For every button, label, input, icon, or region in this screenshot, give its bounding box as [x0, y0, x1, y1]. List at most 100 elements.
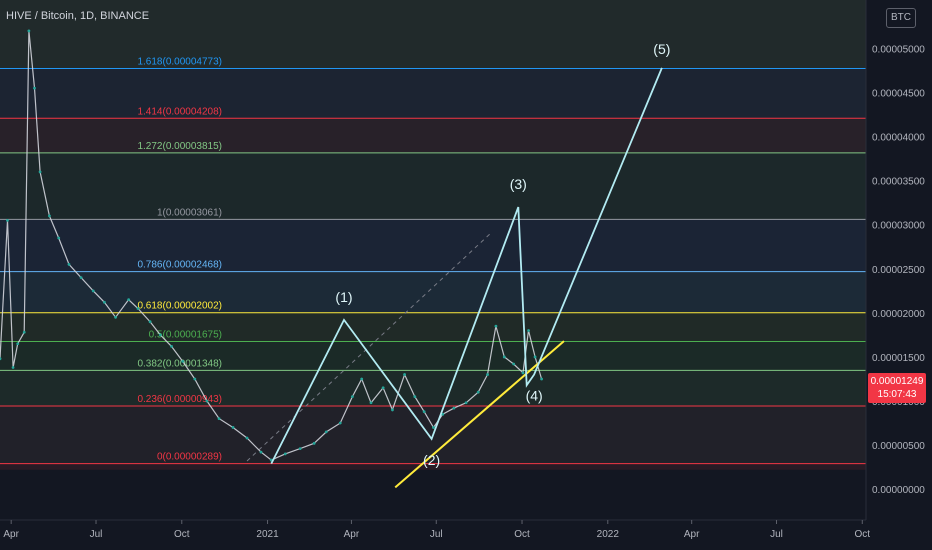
price-point: [0, 357, 2, 361]
price-point: [521, 371, 525, 375]
price-point: [181, 359, 185, 363]
price-point: [48, 214, 51, 218]
fib-band: [0, 152, 866, 220]
fib-band: [0, 68, 866, 119]
price-point: [11, 366, 15, 369]
x-tick-label: Apr: [684, 529, 700, 540]
price-point: [6, 218, 9, 222]
wave-label: (5): [653, 41, 670, 57]
price-point: [403, 373, 406, 376]
x-tick-label: Oct: [174, 529, 190, 540]
price-point: [369, 401, 373, 405]
wave-label: (2): [423, 452, 440, 468]
support-trendline: [394, 340, 565, 489]
price-point: [79, 276, 83, 280]
fib-level-label: 1.272(0.00003815): [137, 141, 222, 152]
price-point: [259, 450, 263, 454]
x-tick-label: Jul: [90, 529, 103, 540]
fib-band: [0, 370, 866, 407]
price-point: [494, 324, 498, 328]
bar-countdown: 15:07:43: [877, 389, 917, 400]
current-price-value: 0.00001249: [870, 376, 924, 387]
price-point: [441, 412, 445, 416]
fib-level-label: 0.5(0.00001675): [149, 330, 222, 341]
price-point: [22, 330, 26, 334]
current-price-tag: 0.00001249 15:07:43: [868, 373, 926, 403]
y-tick-label: 0.00001500: [872, 353, 925, 364]
price-point: [422, 410, 426, 413]
price-point: [298, 447, 302, 451]
price-point: [217, 417, 221, 421]
fib-band: [0, 219, 866, 272]
x-tick-label: Oct: [514, 529, 530, 540]
fib-band: [0, 341, 866, 371]
price-point: [170, 344, 173, 348]
x-tick-label: Jul: [430, 529, 443, 540]
fib-level-label: 0.382(0.00001348): [137, 358, 222, 369]
price-point: [245, 436, 249, 440]
price-point: [512, 362, 516, 366]
price-point: [148, 320, 152, 324]
y-tick-label: 0.00003000: [872, 221, 925, 232]
fib-level-label: 1(0.00003061): [157, 207, 222, 218]
elliott-wave-path: [270, 67, 663, 465]
price-point: [27, 29, 31, 33]
y-tick-label: 0.00000500: [872, 441, 925, 452]
price-point: [67, 263, 71, 266]
fib-level-label: 1.618(0.00004773): [137, 56, 222, 67]
price-point: [91, 289, 95, 293]
y-tick-label: 0.00002000: [872, 309, 925, 320]
price-point: [136, 307, 140, 310]
fib-level-label: 0(0.00000289): [157, 452, 222, 463]
price-point: [103, 300, 106, 304]
currency-badge[interactable]: BTC: [886, 8, 916, 28]
price-point: [381, 386, 385, 390]
price-point: [540, 377, 543, 381]
fib-band: [0, 463, 866, 470]
price-point: [452, 406, 456, 410]
price-point: [312, 441, 316, 445]
x-tick-label: 2022: [597, 529, 620, 540]
y-tick-label: 0.00000000: [872, 485, 925, 496]
y-tick-label: 0.00002500: [872, 265, 925, 276]
x-tick-label: 2021: [256, 529, 279, 540]
price-point: [193, 377, 197, 381]
price-point: [432, 426, 435, 429]
fib-level-label: 0.618(0.00002002): [137, 301, 222, 312]
x-tick-label: Jul: [770, 529, 783, 540]
fib-level-label: 1.414(0.00004208): [137, 106, 222, 117]
price-point: [324, 430, 328, 434]
price-point: [158, 333, 162, 337]
price-point: [350, 395, 354, 399]
price-point: [231, 426, 235, 429]
x-tick-label: Oct: [854, 529, 870, 540]
fib-level-label: 0.786(0.00002468): [137, 260, 222, 271]
price-point: [502, 355, 506, 359]
price-point: [127, 298, 131, 302]
y-tick-label: 0.00004500: [872, 89, 925, 100]
price-point: [57, 236, 61, 240]
y-tick-label: 0.00005000: [872, 44, 925, 55]
price-point: [38, 170, 42, 174]
price-point: [533, 355, 537, 359]
price-point: [527, 329, 530, 332]
wave-label: (1): [335, 289, 352, 305]
price-point: [338, 421, 342, 425]
fib-band: [0, 312, 866, 342]
price-point: [16, 342, 20, 346]
price-point: [360, 377, 364, 381]
price-point: [114, 315, 117, 319]
price-point: [464, 401, 468, 405]
fib-band: [0, 271, 866, 313]
y-tick-label: 0.00004000: [872, 133, 925, 144]
y-tick-label: 0.00003500: [872, 177, 925, 188]
price-point: [391, 408, 394, 412]
x-tick-label: Apr: [3, 529, 19, 540]
price-point: [283, 452, 287, 456]
x-tick-label: Apr: [344, 529, 360, 540]
price-axis-background: [866, 0, 932, 550]
price-point: [413, 395, 417, 399]
wave-label: (4): [526, 388, 543, 404]
